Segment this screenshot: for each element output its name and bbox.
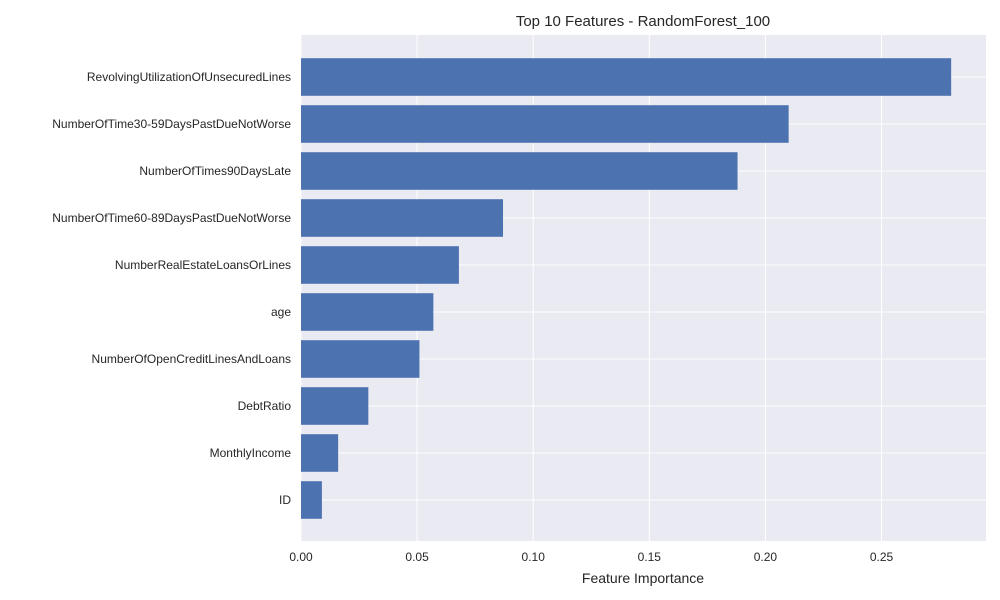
bar-numberofopencreditlinesandloans [301,340,420,378]
x-tick-labels: 0.00 0.05 0.10 0.15 0.20 0.25 [289,550,893,564]
chart-title: Top 10 Features - RandomForest_100 [516,13,770,30]
y-tick-label: age [271,305,291,319]
bar-numberoftime30-59dayspastduenotworse [301,105,789,143]
x-tick-label: 0.15 [638,550,662,564]
bar-numberrealestateloansorlines [301,246,459,284]
y-tick-label: NumberOfOpenCreditLinesAndLoans [92,352,291,366]
bar-numberoftime60-89dayspastduenotworse [301,199,504,237]
x-tick-label: 0.20 [754,550,778,564]
bar-monthlyincome [301,434,339,472]
bar-age [301,293,434,331]
x-tick-label: 0.05 [405,550,429,564]
bar-debtratio [301,387,369,425]
y-tick-label: ID [279,493,291,507]
x-tick-label: 0.10 [522,550,546,564]
y-tick-label: NumberOfTime30-59DaysPastDueNotWorse [52,117,291,131]
y-tick-label: NumberOfTimes90DaysLate [139,164,291,178]
y-tick-label: DebtRatio [238,399,292,413]
bar-revolvingutilizationofunsecuredlines [301,58,952,96]
x-axis-label: Feature Importance [582,570,704,586]
y-tick-labels: RevolvingUtilizationOfUnsecuredLines Numb… [52,70,291,507]
y-tick-label: NumberOfTime60-89DaysPastDueNotWorse [52,211,291,225]
bar-numberoftimes90dayslate [301,152,738,190]
x-tick-label: 0.25 [870,550,894,564]
y-tick-label: RevolvingUtilizationOfUnsecuredLines [87,70,291,84]
x-tick-label: 0.00 [289,550,313,564]
bar-id [301,481,322,519]
bars [301,58,952,519]
y-tick-label: MonthlyIncome [210,446,292,460]
y-tick-label: NumberRealEstateLoansOrLines [115,258,291,272]
